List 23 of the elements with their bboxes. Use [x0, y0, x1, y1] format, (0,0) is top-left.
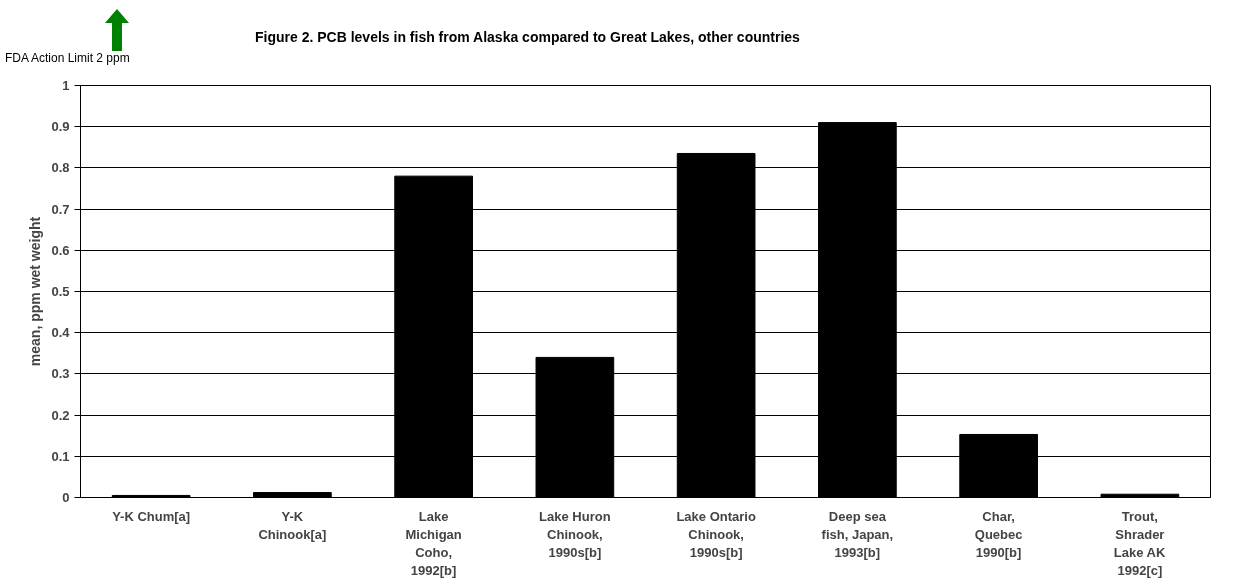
y-tick-label: 0.1: [51, 448, 70, 464]
y-tick-label: 0.8: [51, 160, 70, 176]
bar: [253, 492, 332, 498]
x-tick-label: Trout, Shrader Lake AK 1992[c]: [1113, 508, 1167, 578]
y-tick-label: 0.3: [51, 366, 70, 382]
chart-title: Figure 2. PCB levels in fish from Alaska compared to Great Lakes, other countries: [255, 29, 800, 45]
y-tick-label: 0.5: [51, 284, 70, 299]
x-tick-label: Lake Michigan Coho, 1992[b]: [405, 508, 462, 578]
y-tick-label: 0.4: [51, 325, 71, 341]
x-tick-label: Char, Quebec 1990[b]: [974, 508, 1023, 560]
x-tick-label: Lake Huron Chinook, 1990s[b]: [539, 508, 611, 560]
y-tick-label: 1: [62, 78, 70, 93]
y-tick-label: 0.2: [51, 407, 70, 423]
y-tick-label: 0.9: [51, 119, 70, 135]
x-tick-label: Deep sea fish, Japan, 1993[b]: [821, 508, 894, 560]
y-axis-title: mean, ppm wet weight: [27, 216, 44, 367]
x-tick-label: Y-K Chum[a]: [112, 508, 191, 524]
x-tick-label: Lake Ontario Chinook, 1990s[b]: [676, 508, 756, 560]
y-tick-label: 0: [62, 490, 70, 505]
text: FDA Action Limit 2 ppm: [5, 51, 130, 65]
x-tick-label: Y-K Chinook[a]: [258, 508, 327, 542]
y-tick-label: 0.6: [51, 242, 70, 258]
y-tick-label: 0.7: [51, 201, 70, 217]
